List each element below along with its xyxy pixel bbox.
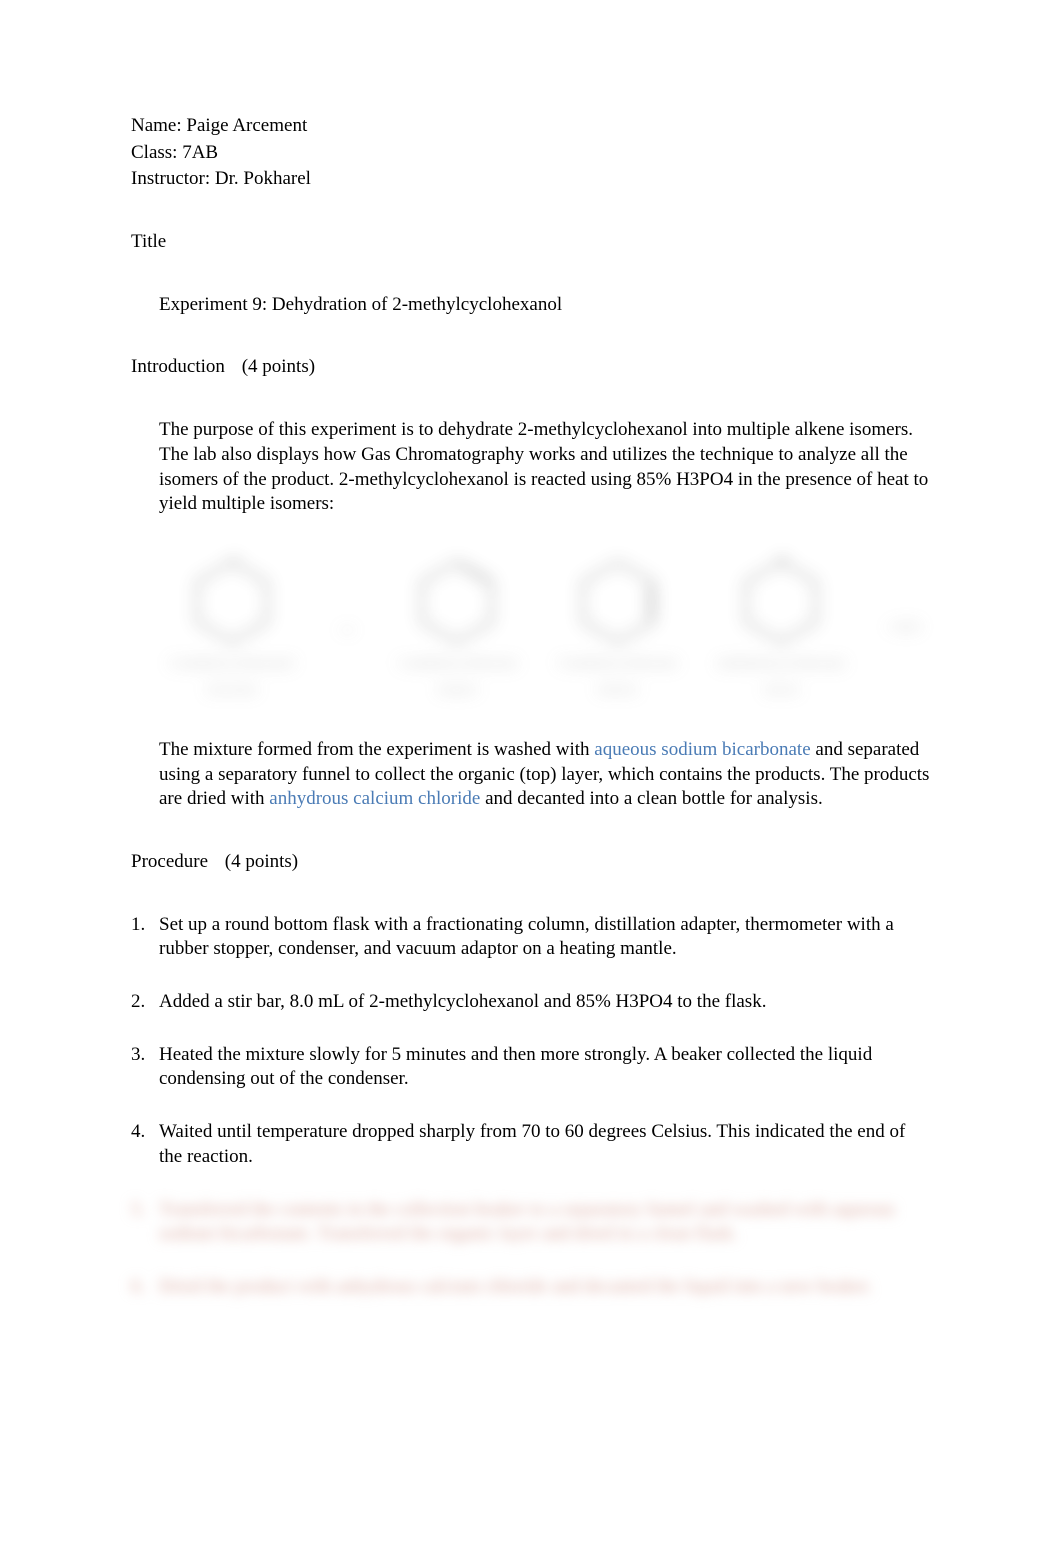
chem-sublabel-1: (major) xyxy=(438,681,477,698)
procedure-item: 2. Added a stir bar, 8.0 mL of 2-methylc… xyxy=(131,990,931,1015)
introduction-paragraph-2: The mixture formed from the experiment i… xyxy=(159,738,931,812)
document-header: Name: Paige Arcement Class: 7AB Instruct… xyxy=(131,114,931,192)
product-structure-2: 3-methylcyclohexene (minor) xyxy=(557,557,678,698)
procedure-number: 4. xyxy=(131,1120,159,1169)
procedure-item-blurred: 6. Dried the product with anhydrous calc… xyxy=(131,1275,931,1300)
procedure-number: 6. xyxy=(131,1275,159,1300)
procedure-text: Heated the mixture slowly for 5 minutes … xyxy=(159,1043,931,1092)
procedure-number: 5. xyxy=(131,1198,159,1247)
hexagon-icon xyxy=(578,557,658,647)
class-value: 7AB xyxy=(182,142,218,163)
procedure-number: 1. xyxy=(131,913,159,962)
procedure-text: Transferred the contents in the collecti… xyxy=(159,1198,931,1247)
reactant-structure: OH 2-methylcyclohexanol (reactant) xyxy=(169,557,294,698)
chem-label-1: 1-methylcyclohexene xyxy=(397,655,518,673)
instructor-value: Dr. Pokharel xyxy=(215,168,311,189)
name-label: Name: xyxy=(131,115,186,136)
chem-sublabel-0: (reactant) xyxy=(207,681,257,698)
procedure-text: Waited until temperature dropped sharply… xyxy=(159,1120,931,1169)
water-byproduct: + H2O xyxy=(885,619,921,636)
procedure-text: Added a stir bar, 8.0 mL of 2-methylcycl… xyxy=(159,990,931,1015)
chem-label-0: 2-methylcyclohexanol xyxy=(169,655,294,673)
product-structure-1: 1-methylcyclohexene (major) xyxy=(397,557,518,698)
procedure-number: 2. xyxy=(131,990,159,1015)
chem-label-2: 3-methylcyclohexene xyxy=(557,655,678,673)
instructor-line: Instructor: Dr. Pokharel xyxy=(131,167,931,192)
chem-sublabel-3: (trace) xyxy=(764,681,798,698)
introduction-paragraph-1: The purpose of this experiment is to deh… xyxy=(159,418,931,517)
title-text: Experiment 9: Dehydration of 2-methylcyc… xyxy=(159,293,931,318)
procedure-heading: Procedure (4 points) xyxy=(131,850,931,875)
intro-p2-pre: The mixture formed from the experiment i… xyxy=(159,739,594,760)
procedure-list: 1. Set up a round bottom flask with a fr… xyxy=(131,913,931,1300)
intro-p2-post: and decanted into a clean bottle for ana… xyxy=(480,788,822,809)
procedure-label: Procedure xyxy=(131,851,208,872)
procedure-item: 4. Waited until temperature dropped shar… xyxy=(131,1120,931,1169)
hexagon-icon xyxy=(741,557,821,647)
chem-sublabel-2: (minor) xyxy=(598,681,638,698)
procedure-points: (4 points) xyxy=(225,851,298,872)
introduction-label: Introduction xyxy=(131,356,225,377)
class-line: Class: 7AB xyxy=(131,141,931,166)
chem-label-3: methylenecyclohexane xyxy=(717,655,845,673)
procedure-item: 3. Heated the mixture slowly for 5 minut… xyxy=(131,1043,931,1092)
procedure-number: 3. xyxy=(131,1043,159,1092)
product-structure-3: methylenecyclohexane (trace) xyxy=(717,557,845,698)
name-line: Name: Paige Arcement xyxy=(131,114,931,139)
name-value: Paige Arcement xyxy=(186,115,307,136)
sodium-bicarbonate-link[interactable]: aqueous sodium bicarbonate xyxy=(594,739,810,760)
introduction-points: (4 points) xyxy=(242,356,315,377)
procedure-item-blurred: 5. Transferred the contents in the colle… xyxy=(131,1198,931,1247)
introduction-heading: Introduction (4 points) xyxy=(131,355,931,380)
svg-text:OH: OH xyxy=(247,557,261,560)
instructor-label: Instructor: xyxy=(131,168,215,189)
chemical-reaction-diagram: OH 2-methylcyclohexanol (reactant) → 1-m… xyxy=(159,537,931,718)
class-label: Class: xyxy=(131,142,182,163)
reaction-arrow-icon: → xyxy=(334,612,358,643)
hexagon-icon xyxy=(417,557,497,647)
hexagon-icon: OH xyxy=(192,557,272,647)
procedure-text: Dried the product with anhydrous calcium… xyxy=(159,1275,931,1300)
title-heading: Title xyxy=(131,230,931,255)
procedure-text: Set up a round bottom flask with a fract… xyxy=(159,913,931,962)
procedure-item: 1. Set up a round bottom flask with a fr… xyxy=(131,913,931,962)
calcium-chloride-link[interactable]: anhydrous calcium chloride xyxy=(269,788,480,809)
